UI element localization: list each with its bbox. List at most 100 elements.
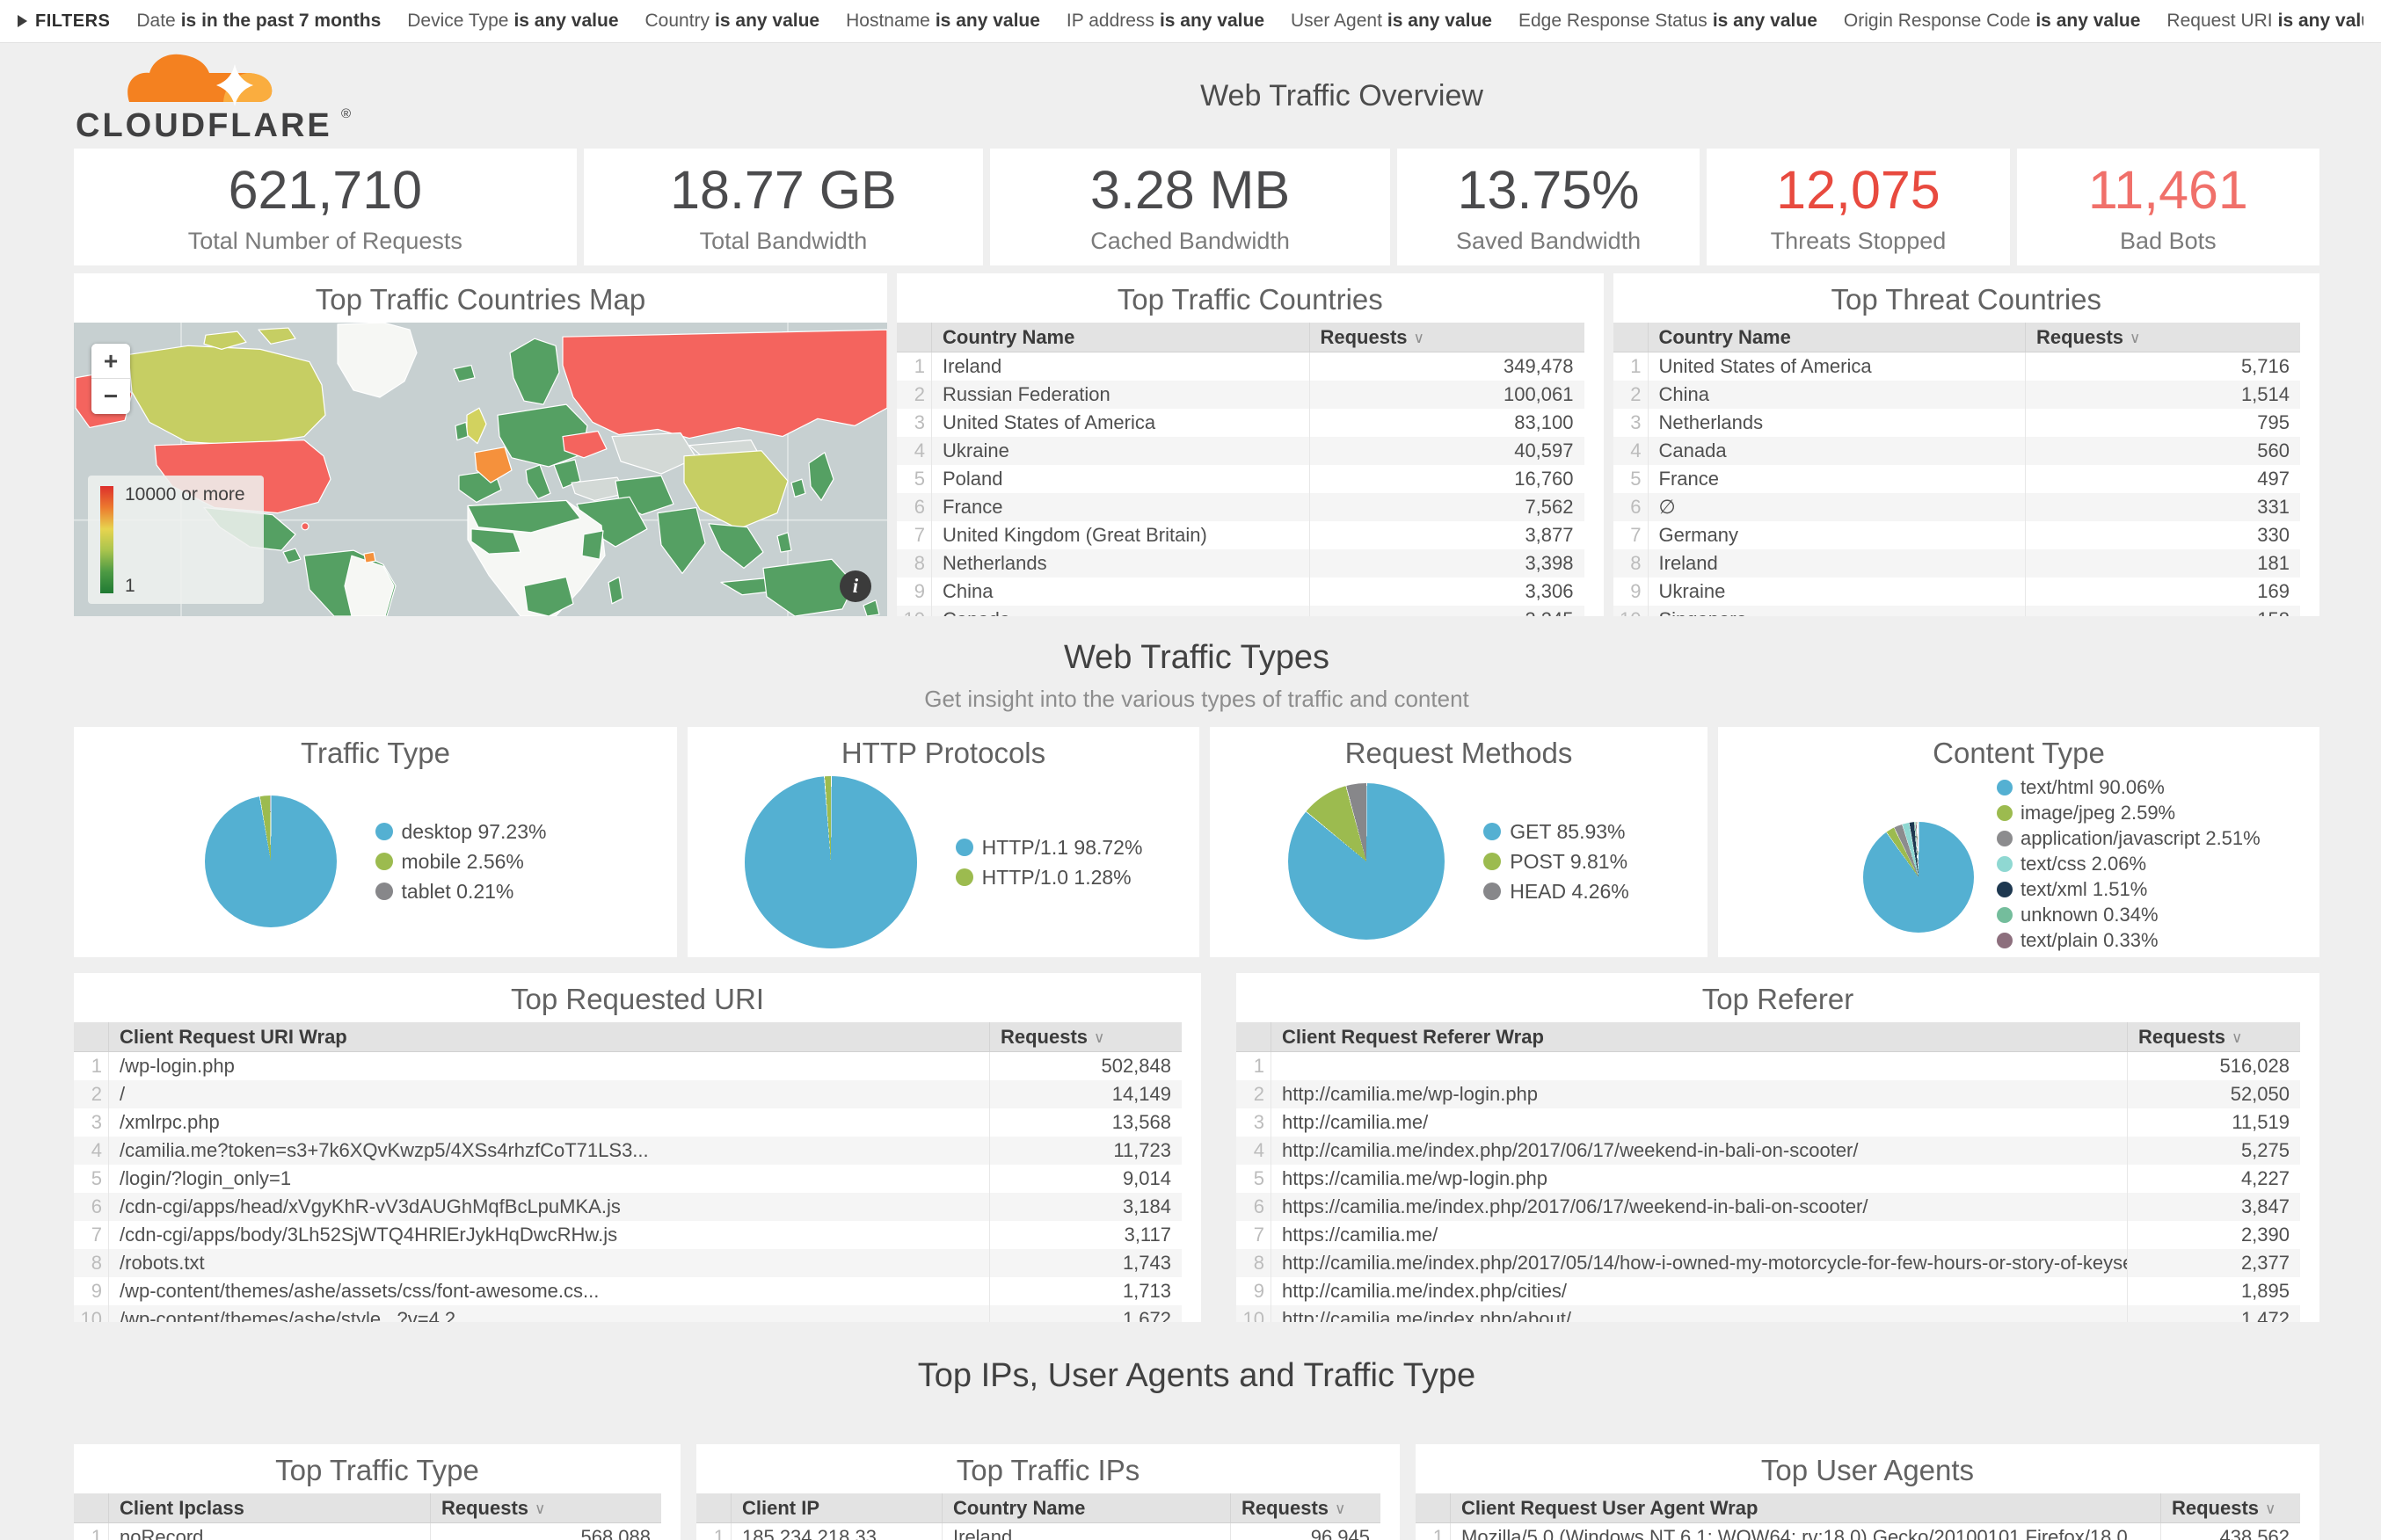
filter-chip-country[interactable]: Country is any value [645,11,820,32]
panel-title: Top Referer [1701,983,1854,1015]
table-row[interactable]: 8 Ireland 181 [1613,549,2300,578]
table-row[interactable]: 9 China 3,306 [897,578,1584,606]
column-header-country-name[interactable]: Country Name [1649,323,2026,352]
table-row[interactable]: 3/xmlrpc.php 13,568 [74,1108,1182,1137]
table-row[interactable]: 1/wp-login.php 502,848 [74,1052,1182,1080]
column-header-requests[interactable]: Requests ∨ [1231,1493,1380,1522]
pie-panel-traffic-type: Traffic Type desktop 97.23% mobile 2.56% ta… [74,727,677,957]
table-row[interactable]: 7 Germany 330 [1613,521,2300,549]
table-row[interactable]: 3 United States of America 83,100 [897,409,1584,437]
table-row[interactable]: 1 United States of America 5,716 [1613,352,2300,381]
filter-chip-user-agent[interactable]: User Agent is any value [1291,11,1492,32]
map-info-button[interactable]: i [840,570,871,602]
filter-chip-edge-response-status[interactable]: Edge Response Status is any value [1518,11,1817,32]
table-row[interactable]: 5 Poland 16,760 [897,465,1584,493]
filter-chip-date[interactable]: Date is in the past 7 months [136,11,381,32]
cell: 1,713 [1122,1280,1171,1302]
table-row[interactable]: 8 Netherlands 3,398 [897,549,1584,578]
filter-chip-device-type[interactable]: Device Type is any value [407,11,618,32]
table-row[interactable]: 1 Mozilla/5.0 (Windows NT 6.1; WOW64; rv:… [1416,1523,2300,1540]
cell: http://camilia.me/index.php/2017/06/17/w… [1271,1137,2128,1165]
filter-field: Edge Response Status [1518,11,1707,31]
column-header-country-name[interactable]: Country Name [943,1493,1231,1522]
column-header-country-name[interactable]: Country Name [932,323,1310,352]
column-header-requests[interactable]: Requests ∨ [2128,1022,2300,1051]
table-row[interactable]: 1 noRecord 568,088 [74,1523,661,1540]
filter-chip-ip-address[interactable]: IP address is any value [1067,11,1264,32]
table-row[interactable]: 1 516,028 [1236,1052,2300,1080]
rank-column-header [897,323,932,352]
sort-icon[interactable]: ∨ [2232,1029,2243,1046]
table-row[interactable]: 9 Ukraine 169 [1613,578,2300,606]
table-row[interactable]: 9 http://camilia.me/index.php/cities/1,89… [1236,1277,2300,1305]
column-header-requests[interactable]: Requests ∨ [431,1493,661,1522]
cell: http://camilia.me/wp-login.php [1271,1080,2128,1108]
table-row[interactable]: 6 https://camilia.me/index.php/2017/06/17… [1236,1193,2300,1221]
sort-icon[interactable]: ∨ [2130,330,2141,346]
table-row[interactable]: 6/cdn-cgi/apps/head/xVgyKhR-vV3dAUGhMqfB… [74,1193,1182,1221]
table-row[interactable]: 7 https://camilia.me/2,390 [1236,1221,2300,1249]
table-row[interactable]: 10 http://camilia.me/index.php/about/1,47… [1236,1305,2300,1322]
pie-panel-http-protocols: HTTP Protocols HTTP/1.1 98.72% HTTP/1.0 1.… [688,727,1199,957]
sort-icon[interactable]: ∨ [1335,1500,1346,1517]
table-row[interactable]: 4 Ukraine 40,597 [897,437,1584,465]
sort-icon[interactable]: ∨ [1413,330,1424,346]
data-table-top-referer: Client Request Referer Wrap Requests ∨ 1 516… [1236,1022,2300,1322]
table-row[interactable]: 10/wp-content/themes/ashe/style...?v=4.2… [74,1305,1182,1322]
pie-chart-area: GET 85.93% POST 9.81% HEAD 4.26% [1210,776,1707,957]
column-header-requests[interactable]: Requests ∨ [1310,323,1584,352]
sort-icon[interactable]: ∨ [2265,1500,2276,1517]
table-header-row: Client Request URI Wrap Requests ∨ [74,1022,1182,1052]
table-row[interactable]: 8 http://camilia.me/index.php/2017/05/14/… [1236,1249,2300,1277]
filters-toggle[interactable]: FILTERS [18,11,110,32]
cell: China [1649,381,2026,409]
column-header-requests[interactable]: Requests ∨ [2161,1493,2300,1522]
table-row[interactable]: 4/camilia.me?token=s3+7k6XQvKwzp5/4XSs4r… [74,1137,1182,1165]
legend-label: text/css 2.06% [2021,853,2147,875]
table-row[interactable]: 5 France 497 [1613,465,2300,493]
map-zoom-out-button[interactable]: − [91,379,130,414]
table-row[interactable]: 9/wp-content/themes/ashe/assets/css/font… [74,1277,1182,1305]
sort-icon[interactable]: ∨ [535,1500,546,1517]
table-row[interactable]: 1 Ireland 349,478 [897,352,1584,381]
data-table-top-user-agents: Client Request User Agent Wrap Requests ∨ 1… [1416,1493,2300,1540]
cell: 1,672 [1122,1308,1171,1322]
column-header-client-ip[interactable]: Client IP [732,1493,943,1522]
table-row[interactable]: 2/ 14,149 [74,1080,1182,1108]
table-row[interactable]: 7/cdn-cgi/apps/body/3Lh52SjWTQ4HRlErJykH… [74,1221,1182,1249]
column-header-client-ipclass[interactable]: Client Ipclass [109,1493,431,1522]
column-label: Client Request URI Wrap [120,1025,347,1048]
column-header-client-request-user-agent-wrap[interactable]: Client Request User Agent Wrap [1451,1493,2161,1522]
table-row[interactable]: 7 United Kingdom (Great Britain) 3,877 [897,521,1584,549]
map-zoom-in-button[interactable]: + [91,344,130,379]
table-body: 1 Ireland 349,478 2 Russian Federation 100,06… [897,352,1584,616]
column-header-requests[interactable]: Requests ∨ [990,1022,1182,1051]
cell: Ireland [943,1523,1231,1540]
table-row[interactable]: 3 http://camilia.me/11,519 [1236,1108,2300,1137]
table-row[interactable]: 2 China 1,514 [1613,381,2300,409]
table-row[interactable]: 4 http://camilia.me/index.php/2017/06/17/… [1236,1137,2300,1165]
table-row[interactable]: 4 Canada 560 [1613,437,2300,465]
filter-condition: is any value [935,11,1040,31]
table-row[interactable]: 5 https://camilia.me/wp-login.php 4,227 [1236,1165,2300,1193]
column-header-client-request-referer-wrap[interactable]: Client Request Referer Wrap [1271,1022,2128,1051]
legend-color-dot [375,883,393,900]
legend-label: image/jpeg 2.59% [2021,802,2176,824]
table-row[interactable]: 1 185.234.218.33 Ireland 96,945 [696,1523,1380,1540]
table-row[interactable]: 10Canada3,245 [897,606,1584,616]
table-row[interactable]: 2 http://camilia.me/wp-login.php 52,050 [1236,1080,2300,1108]
table-row[interactable]: 3 Netherlands 795 [1613,409,2300,437]
table-row[interactable]: 2 Russian Federation 100,061 [897,381,1584,409]
table-row[interactable]: 10Singapore158 [1613,606,2300,616]
column-header-requests[interactable]: Requests ∨ [2026,323,2300,352]
table-row[interactable]: 8/robots.txt 1,743 [74,1249,1182,1277]
column-header-client-request-uri-wrap[interactable]: Client Request URI Wrap [109,1022,990,1051]
filter-chip-hostname[interactable]: Hostname is any value [846,11,1040,32]
filter-chip-origin-response-code[interactable]: Origin Response Code is any value [1844,11,2141,32]
table-row[interactable]: 6 ∅ 331 [1613,493,2300,521]
table-row[interactable]: 6 France 7,562 [897,493,1584,521]
cell: 181 [2257,552,2290,574]
sort-icon[interactable]: ∨ [1094,1029,1105,1046]
table-row[interactable]: 5/login/?login_only=1 9,014 [74,1165,1182,1193]
